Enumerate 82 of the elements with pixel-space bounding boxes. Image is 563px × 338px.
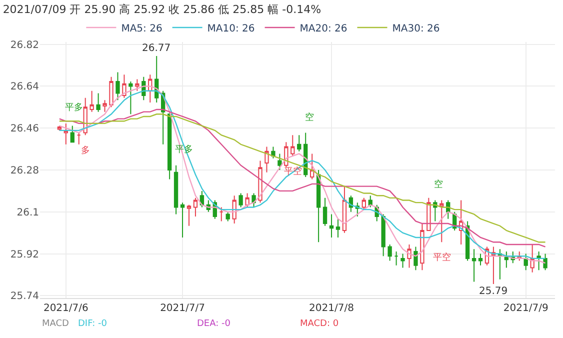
candlestick bbox=[362, 197, 366, 210]
candlestick bbox=[491, 246, 496, 285]
annotation: 平空 bbox=[284, 166, 302, 177]
y-tick-label: 26.64 bbox=[10, 82, 39, 93]
candlestick bbox=[394, 250, 398, 266]
candlestick bbox=[64, 122, 68, 145]
candlestick bbox=[543, 253, 548, 271]
text: DIF: -0 bbox=[78, 319, 108, 329]
y-tick-label: 25.74 bbox=[10, 291, 39, 302]
chart-title: 2021/07/09 开 25.90 高 25.92 收 25.86 低 25.85 幅 -0.14% bbox=[2, 2, 322, 16]
candlestick bbox=[407, 244, 412, 268]
candlestick bbox=[290, 134, 295, 157]
legend-label: MA5: 26 bbox=[121, 23, 162, 34]
candlestick bbox=[426, 197, 431, 232]
annotation: 25.79 bbox=[479, 286, 508, 297]
candlestick bbox=[381, 214, 386, 257]
candlestick bbox=[135, 78, 140, 92]
candlestick bbox=[536, 250, 541, 271]
candlestick bbox=[167, 111, 172, 180]
legend-label: MA30: 26 bbox=[392, 23, 440, 34]
candlestick bbox=[420, 223, 424, 271]
x-tick-label: 2021/7/6 bbox=[43, 303, 88, 314]
annotation: 多 bbox=[81, 145, 90, 156]
y-tick-label: 26.82 bbox=[10, 40, 39, 51]
candlestick bbox=[271, 146, 276, 159]
candlestick bbox=[245, 192, 250, 208]
annotation: 空 bbox=[434, 179, 443, 190]
candlestick bbox=[186, 204, 192, 226]
candlestick bbox=[342, 186, 347, 234]
text: DEA: -0 bbox=[197, 319, 231, 329]
candlestick bbox=[322, 197, 328, 226]
annotation: 平空 bbox=[433, 252, 451, 263]
annotation: 26.77 bbox=[142, 43, 171, 54]
candlestick bbox=[102, 100, 107, 112]
candlestick bbox=[478, 253, 483, 266]
y-tick-label: 26.28 bbox=[10, 166, 39, 176]
legend-label: MA10: 26 bbox=[207, 23, 255, 34]
candlestick bbox=[238, 192, 243, 208]
candlestick bbox=[278, 153, 282, 170]
y-tick-label: 26.1 bbox=[16, 207, 39, 218]
text: MACD: 0 bbox=[300, 319, 339, 329]
candlestick bbox=[174, 164, 178, 215]
candlestick bbox=[316, 170, 321, 243]
legend-label: MA20: 26 bbox=[300, 23, 348, 34]
candlestick bbox=[154, 55, 159, 104]
candlestick bbox=[472, 248, 476, 282]
candlestick bbox=[70, 125, 74, 143]
candlestick bbox=[310, 153, 314, 180]
candlestick bbox=[96, 92, 100, 112]
candlestick bbox=[414, 246, 418, 271]
annotation: 平多 bbox=[65, 102, 83, 113]
x-tick-label: 2021/7/9 bbox=[503, 303, 548, 314]
candlestick bbox=[440, 200, 444, 243]
candlestick bbox=[90, 90, 94, 112]
candlestick bbox=[193, 197, 198, 218]
candlestick bbox=[252, 192, 256, 208]
candlestick bbox=[128, 81, 133, 115]
candlestick bbox=[297, 134, 302, 152]
candlestick bbox=[368, 195, 372, 208]
candlestick bbox=[219, 206, 224, 222]
candlestick bbox=[504, 250, 508, 268]
text: MACD bbox=[42, 319, 70, 329]
candlestick bbox=[226, 211, 230, 222]
candlestick bbox=[336, 218, 340, 238]
candlestick bbox=[388, 244, 392, 262]
candlestick bbox=[76, 132, 81, 145]
candlestick bbox=[83, 97, 88, 136]
candlestick bbox=[433, 200, 438, 222]
y-tick-label: 26.46 bbox=[10, 124, 39, 135]
x-tick-label: 2021/7/8 bbox=[309, 303, 354, 314]
y-tick-label: 25.92 bbox=[10, 249, 39, 260]
candlestick bbox=[57, 125, 62, 131]
x-tick-label: 2021/7/7 bbox=[160, 303, 205, 314]
annotation: 空 bbox=[305, 112, 314, 123]
candlestick bbox=[400, 253, 405, 268]
candlestick bbox=[258, 160, 262, 204]
candlestick bbox=[109, 76, 114, 108]
candlestick bbox=[180, 202, 185, 238]
candlestick bbox=[122, 74, 126, 98]
candlestick bbox=[329, 214, 334, 238]
candlestick bbox=[264, 146, 269, 173]
candlestick bbox=[116, 72, 120, 101]
